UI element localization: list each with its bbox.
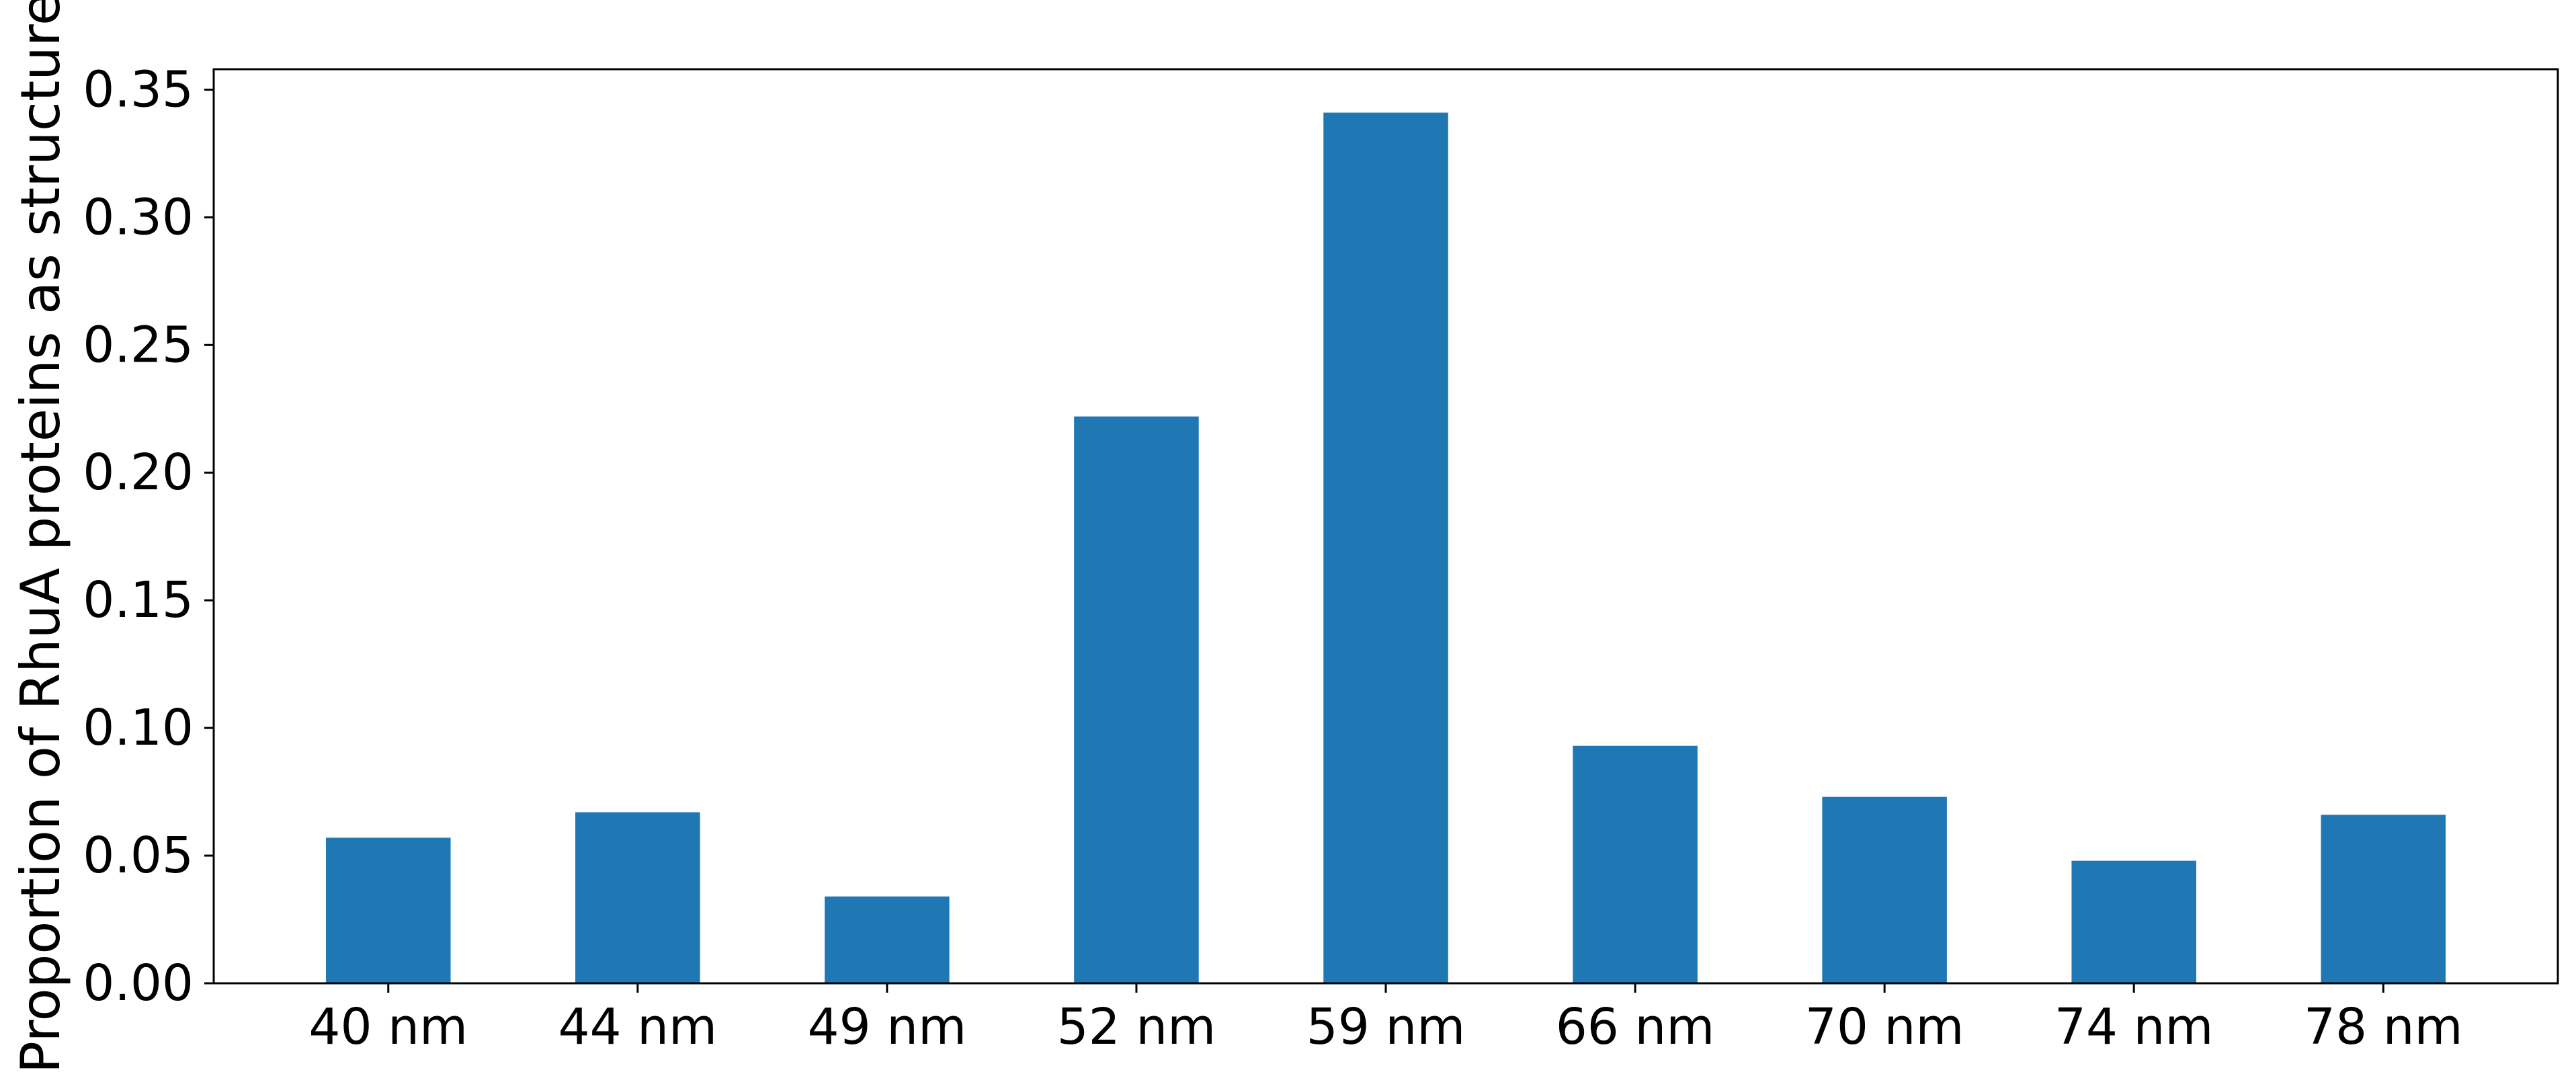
y-tick-label: 0.30 bbox=[83, 188, 194, 246]
x-tick-label: 78 nm bbox=[2304, 998, 2463, 1056]
y-tick-label: 0.05 bbox=[83, 827, 194, 884]
y-tick-label: 0.15 bbox=[83, 571, 194, 629]
x-tick-label: 44 nm bbox=[558, 998, 717, 1056]
x-tick-label: 74 nm bbox=[2054, 998, 2214, 1056]
x-tick-label: 59 nm bbox=[1306, 998, 1466, 1056]
x-tick-label: 66 nm bbox=[1556, 998, 1715, 1056]
y-tick-label: 0.35 bbox=[83, 60, 194, 118]
x-tick-label: 40 nm bbox=[308, 998, 468, 1056]
bar-52-nm bbox=[1074, 416, 1199, 983]
y-tick-label: 0.10 bbox=[83, 699, 194, 757]
y-axis-ticks: 0.00 0.05 0.10 0.15 0.20 0.25 0.30 0.35 bbox=[83, 60, 214, 1012]
y-tick-label: 0.00 bbox=[83, 954, 194, 1012]
bar-78-nm bbox=[2321, 815, 2446, 983]
bar-44-nm bbox=[575, 812, 700, 983]
x-tick-label: 70 nm bbox=[1805, 998, 1964, 1056]
x-tick-label: 49 nm bbox=[808, 998, 967, 1056]
bars-group bbox=[325, 112, 2446, 983]
y-axis-label: Proportion of RhuA proteins as structure bbox=[9, 0, 72, 1072]
bar-70-nm bbox=[1822, 796, 1947, 983]
bar-66-nm bbox=[1573, 745, 1698, 983]
bar-40-nm bbox=[325, 837, 451, 983]
y-tick-label: 0.20 bbox=[83, 444, 194, 501]
x-tick-label: 52 nm bbox=[1057, 998, 1216, 1056]
bar-49-nm bbox=[825, 896, 950, 983]
y-tick-label: 0.25 bbox=[83, 316, 194, 374]
plot-frame bbox=[212, 68, 2559, 985]
x-axis-ticks: 40 nm 44 nm 49 nm 52 nm 59 nm 66 nm 70 nm 74 nm… bbox=[308, 983, 2463, 1056]
bar-74-nm bbox=[2071, 860, 2196, 983]
bar-59-nm bbox=[1323, 112, 1448, 983]
